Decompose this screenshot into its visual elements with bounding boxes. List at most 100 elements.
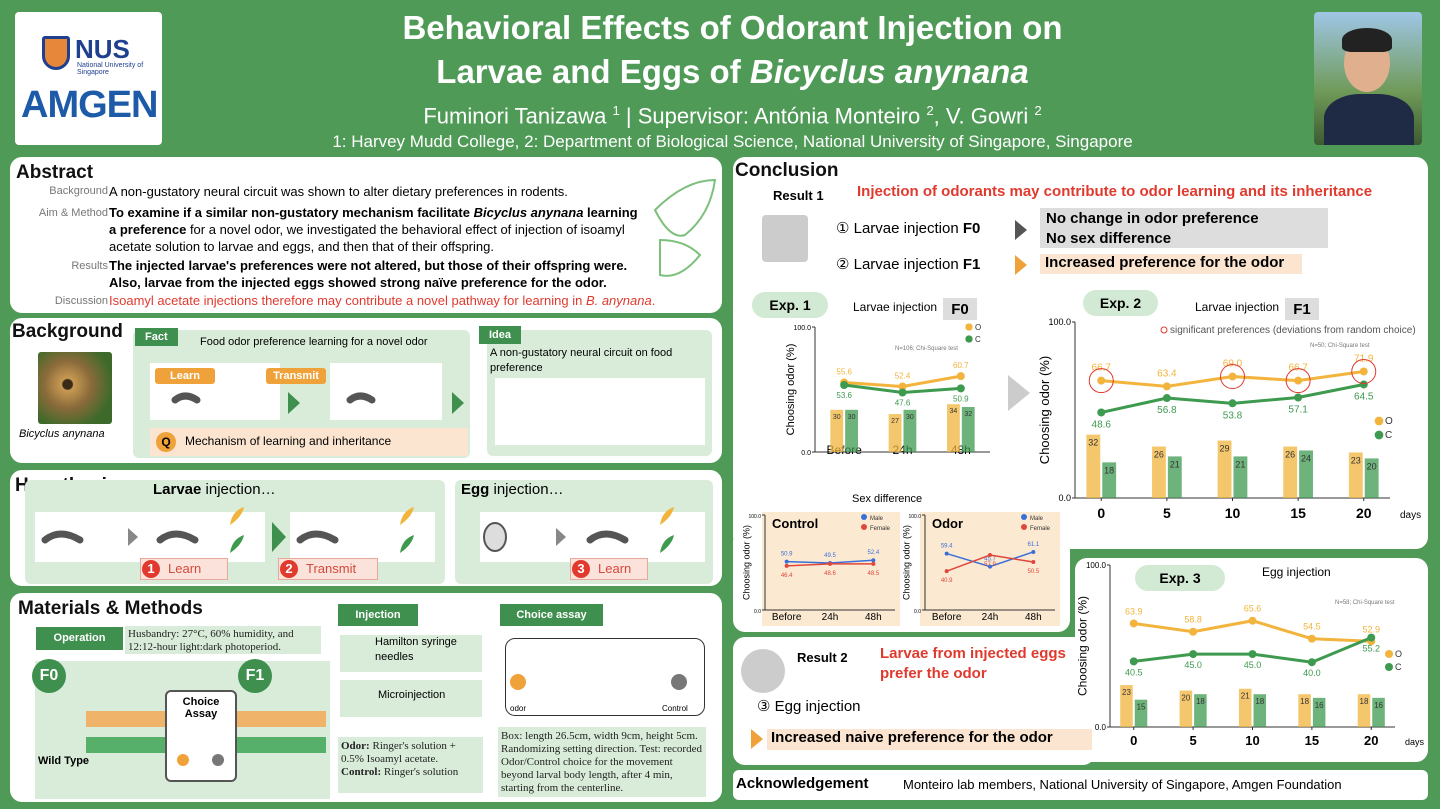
chart: Choosing odor (%) 0.0 100.0 Before 24h 48h 59.… bbox=[901, 514, 1055, 623]
value-label: 45.0 bbox=[1244, 660, 1262, 670]
bar-label: 21 bbox=[1170, 459, 1180, 469]
x-tick-label: 24h bbox=[822, 612, 839, 623]
bar-label: 20 bbox=[1181, 694, 1190, 703]
value-label: 46.4 bbox=[781, 573, 793, 579]
point bbox=[988, 552, 992, 557]
value-label: 71.9 bbox=[1354, 353, 1374, 364]
value-label: 52.4 bbox=[867, 550, 879, 556]
value-label: 40.5 bbox=[1125, 667, 1143, 677]
arrow bbox=[272, 522, 286, 552]
result-text: Larvae from injected eggs prefer the odo… bbox=[880, 645, 1066, 682]
series-line bbox=[1133, 636, 1372, 664]
value-label: 49.5 bbox=[824, 553, 836, 559]
bar bbox=[1179, 690, 1193, 727]
bar bbox=[1152, 446, 1166, 498]
text-run: Bicyclus anynana bbox=[749, 53, 1029, 90]
assay-arena bbox=[505, 638, 705, 716]
larva bbox=[41, 392, 629, 544]
text-run: Ringer's solution + 0.5% Isoamyl acetate… bbox=[341, 740, 456, 765]
chart-title: Larvae injection bbox=[1195, 300, 1279, 314]
value-label: 48.6 bbox=[1092, 419, 1112, 430]
row-label: Discussion bbox=[54, 295, 108, 307]
injection-item bbox=[340, 635, 482, 672]
text-run: 2 bbox=[1034, 103, 1042, 118]
hair bbox=[1342, 28, 1392, 52]
point bbox=[1307, 634, 1316, 643]
leaf bbox=[230, 535, 674, 553]
significance-ring bbox=[1220, 364, 1245, 390]
x-tick-label: Before bbox=[932, 612, 962, 623]
operation-tag: Operation bbox=[36, 627, 123, 650]
row-text: The injected larvae's preferences were n… bbox=[109, 257, 654, 291]
point bbox=[1294, 376, 1303, 385]
value-label: 40.0 bbox=[1303, 668, 1321, 678]
step: 1 Learn bbox=[140, 558, 228, 580]
assay-text: Box: length 26.5cm, width 9cm, height 5c… bbox=[498, 727, 706, 797]
text-run: | Supervisor: Antónia Monteiro bbox=[619, 103, 927, 129]
arrow bbox=[1015, 220, 1027, 240]
significance-key bbox=[1160, 326, 1168, 334]
row-text: A non-gustatory neural circuit was shown… bbox=[109, 183, 689, 200]
outcome-box bbox=[1040, 208, 1328, 248]
title: Behavioral Effects of Odorant Injection … bbox=[402, 9, 1063, 46]
bar bbox=[903, 409, 917, 452]
bar-label: 21 bbox=[1241, 692, 1250, 701]
point bbox=[1097, 408, 1106, 417]
choice-box: Choice Assay bbox=[165, 690, 237, 782]
injection-item-text: Microinjection bbox=[378, 689, 446, 701]
x-tick-label: 20 bbox=[1364, 733, 1378, 748]
chart: Choosing odor (%) 0.0 100.0 0 5 10 15 20 days 23 2… bbox=[1076, 561, 1425, 748]
value-label: 47.6 bbox=[895, 399, 911, 408]
injection-item-text: Hamilton syringe needles bbox=[375, 636, 457, 663]
bar bbox=[961, 407, 975, 452]
bar bbox=[1217, 440, 1232, 498]
x-tick-label: 0 bbox=[1130, 733, 1137, 748]
bar-label: 34 bbox=[950, 408, 958, 415]
arrow bbox=[751, 729, 763, 749]
step-label: Learn bbox=[598, 561, 632, 576]
outcome: No change in odor preference bbox=[1046, 210, 1259, 227]
text-run: injection… bbox=[201, 481, 276, 498]
sex-title: Sex difference bbox=[852, 493, 923, 505]
x-tick-label: 10 bbox=[1245, 733, 1259, 748]
question-box bbox=[150, 428, 468, 456]
x-axis-label: days bbox=[1400, 510, 1421, 521]
value-label: 45.7 bbox=[984, 557, 996, 563]
text-run: B. anynana bbox=[585, 293, 652, 308]
bar-label: 32 bbox=[964, 411, 972, 418]
hypothesis-panel: Hypothesis Larvae injection… Egg injecti… bbox=[10, 470, 722, 586]
point bbox=[1162, 382, 1171, 391]
text-run: Larvae bbox=[153, 481, 202, 498]
shirt bbox=[1324, 94, 1414, 145]
bar bbox=[1086, 434, 1101, 498]
husbandry: Husbandry: 27°C, 60% humidity, and 12:12… bbox=[125, 626, 321, 654]
tag: F0 bbox=[951, 301, 969, 318]
text-run: Bicyclus anynana bbox=[473, 205, 584, 220]
bar bbox=[1299, 450, 1313, 498]
bar-label: 18 bbox=[1196, 697, 1205, 706]
text-run: Isoamyl acetate injections therefore may… bbox=[109, 293, 586, 308]
text-run: ① Larvae injection bbox=[836, 220, 963, 237]
point bbox=[898, 382, 907, 391]
row-text: To examine if a similar non-gustatory me… bbox=[109, 204, 639, 255]
syringe-icon bbox=[762, 215, 808, 262]
bar bbox=[845, 409, 858, 452]
tag-bg bbox=[1285, 298, 1319, 320]
x-tick-label: 48h bbox=[1025, 612, 1042, 623]
bar bbox=[1253, 694, 1267, 727]
legend-marker bbox=[1385, 663, 1393, 671]
value-label: 53.8 bbox=[1223, 410, 1243, 421]
section-title: Acknowledgement bbox=[736, 775, 869, 792]
title: Larvae and Eggs of Bicyclus anynana bbox=[230, 50, 1235, 94]
egg-icon bbox=[741, 649, 785, 693]
fact-title: Food odor preference learning for a nove… bbox=[200, 336, 428, 348]
arrow bbox=[128, 528, 138, 546]
point bbox=[944, 551, 949, 556]
legend-label: Female bbox=[870, 526, 891, 532]
text-run: F0 bbox=[962, 220, 981, 237]
value-label: 53.6 bbox=[836, 391, 852, 400]
point bbox=[1189, 627, 1198, 636]
legend-marker bbox=[861, 514, 867, 520]
y-axis-label: Choosing odor (%) bbox=[901, 525, 911, 600]
